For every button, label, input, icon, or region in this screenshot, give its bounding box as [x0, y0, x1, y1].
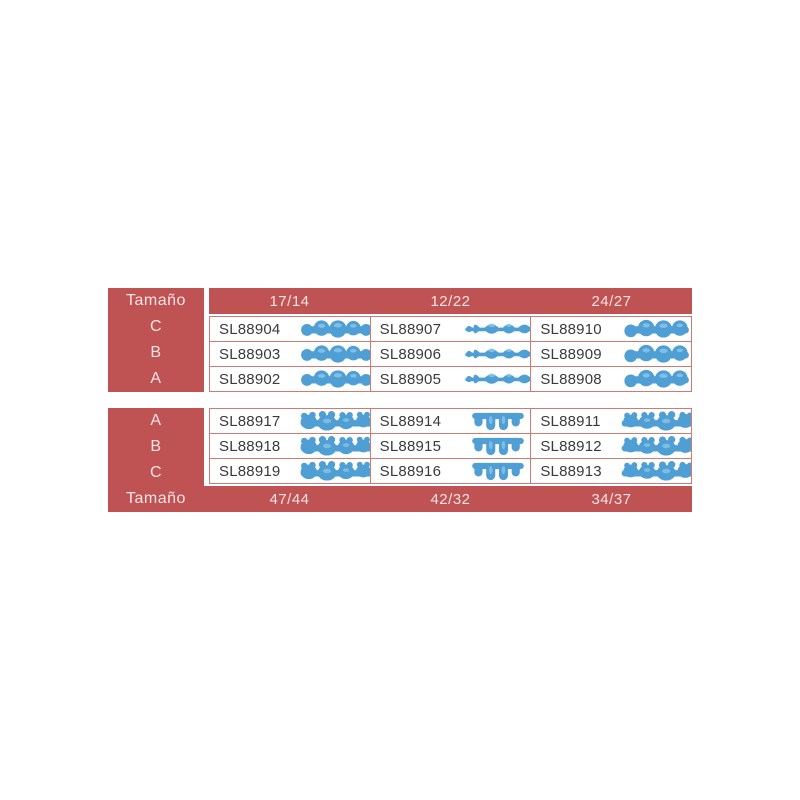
lower-data-column: SL88917 SL88914 SL88911 SL88918	[209, 408, 692, 486]
pontic-beads-icon	[458, 317, 531, 341]
molar-bridge-round-icon	[618, 317, 691, 341]
molar-bridge-side-icon	[297, 342, 370, 366]
product-cell: SL88916	[370, 459, 531, 483]
upper-label-column: Tamaño C B A	[108, 288, 204, 392]
incisor-bridge-icon	[458, 409, 531, 433]
incisor-bridge-icon	[458, 434, 531, 458]
product-cell: SL88905	[370, 367, 531, 391]
row-letter: B	[150, 344, 162, 361]
row-letter: C	[149, 464, 163, 481]
product-cell: SL88918	[210, 434, 370, 458]
upper-data-column: 17/14 12/22 24/27 SL88904 SL88907 SL8891…	[209, 288, 692, 392]
product-cell: SL88910	[531, 317, 691, 341]
product-code: SL88910	[540, 320, 602, 338]
product-code: SL88904	[219, 320, 281, 338]
product-code: SL88905	[379, 370, 442, 388]
molar-bridge-occlusal-icon	[297, 434, 370, 458]
pontic-beads-icon	[458, 367, 531, 391]
product-cell: SL88902	[210, 367, 370, 391]
product-code: SL88911	[540, 412, 601, 430]
lower-product-grid: SL88917 SL88914 SL88911 SL88918	[209, 408, 692, 484]
row-letter: C	[149, 318, 163, 335]
product-code: SL88907	[379, 320, 442, 338]
product-code: SL88916	[379, 462, 442, 480]
product-cell: SL88913	[531, 459, 691, 483]
product-cell: SL88906	[370, 342, 531, 366]
pontic-beads-icon	[458, 342, 531, 366]
molar-bridge-occlusal-icon	[618, 409, 691, 433]
upper-size-header-band: 17/14 12/22 24/27	[209, 288, 692, 314]
molar-bridge-occlusal-icon	[618, 459, 691, 483]
product-cell: SL88914	[370, 409, 531, 433]
row-letter: A	[150, 370, 162, 387]
molar-bridge-side-icon	[297, 367, 370, 391]
product-code: SL88902	[219, 370, 281, 388]
product-cell: SL88915	[370, 434, 531, 458]
upper-product-grid: SL88904 SL88907 SL88910 SL88903 SL88906	[209, 316, 692, 392]
size-table-lower: A B C SL88917 SL88914 SL88911	[108, 408, 692, 512]
size-value: 42/32	[430, 490, 471, 508]
lower-label-column: A B C	[108, 408, 204, 486]
product-code: SL88913	[540, 462, 602, 480]
product-code: SL88918	[219, 437, 281, 455]
size-value: 34/37	[591, 490, 632, 508]
size-table-upper: Tamaño C B A 17/14 12/22 24/27 SL88904 S…	[108, 288, 692, 392]
product-cell: SL88904	[210, 317, 370, 341]
size-value: 47/44	[269, 490, 310, 508]
molar-bridge-round-icon	[618, 367, 691, 391]
molar-bridge-side-icon	[297, 317, 370, 341]
product-cell: SL88912	[531, 434, 691, 458]
product-cell: SL88917	[210, 409, 370, 433]
size-value: 12/22	[430, 292, 471, 310]
row-letter: A	[150, 412, 162, 429]
molar-bridge-occlusal-icon	[297, 409, 370, 433]
product-code: SL88909	[540, 345, 602, 363]
product-code: SL88915	[379, 437, 442, 455]
molar-bridge-occlusal-icon	[618, 434, 691, 458]
product-cell: SL88911	[531, 409, 691, 433]
product-code: SL88919	[219, 462, 281, 480]
product-cell: SL88903	[210, 342, 370, 366]
product-code: SL88912	[540, 437, 602, 455]
product-size-catalog: Tamaño C B A 17/14 12/22 24/27 SL88904 S…	[108, 288, 692, 512]
molar-bridge-occlusal-icon	[297, 459, 370, 483]
product-code: SL88908	[540, 370, 602, 388]
table-gap	[108, 392, 692, 408]
size-column-header: Tamaño	[126, 292, 186, 309]
incisor-bridge-icon	[458, 459, 531, 483]
product-cell: SL88908	[531, 367, 691, 391]
size-value: 24/27	[591, 292, 632, 310]
lower-table-body: A B C SL88917 SL88914 SL88911	[108, 408, 692, 486]
lower-size-footer-band: Tamaño 47/44 42/32 34/37	[108, 486, 692, 512]
product-code: SL88917	[219, 412, 281, 430]
size-column-header: Tamaño	[126, 490, 186, 507]
product-cell: SL88919	[210, 459, 370, 483]
row-letter: B	[150, 438, 162, 455]
product-code: SL88903	[219, 345, 281, 363]
product-cell: SL88909	[531, 342, 691, 366]
product-code: SL88914	[379, 412, 442, 430]
molar-bridge-round-icon	[618, 342, 691, 366]
product-cell: SL88907	[370, 317, 531, 341]
product-code: SL88906	[379, 345, 442, 363]
size-value: 17/14	[269, 292, 310, 310]
